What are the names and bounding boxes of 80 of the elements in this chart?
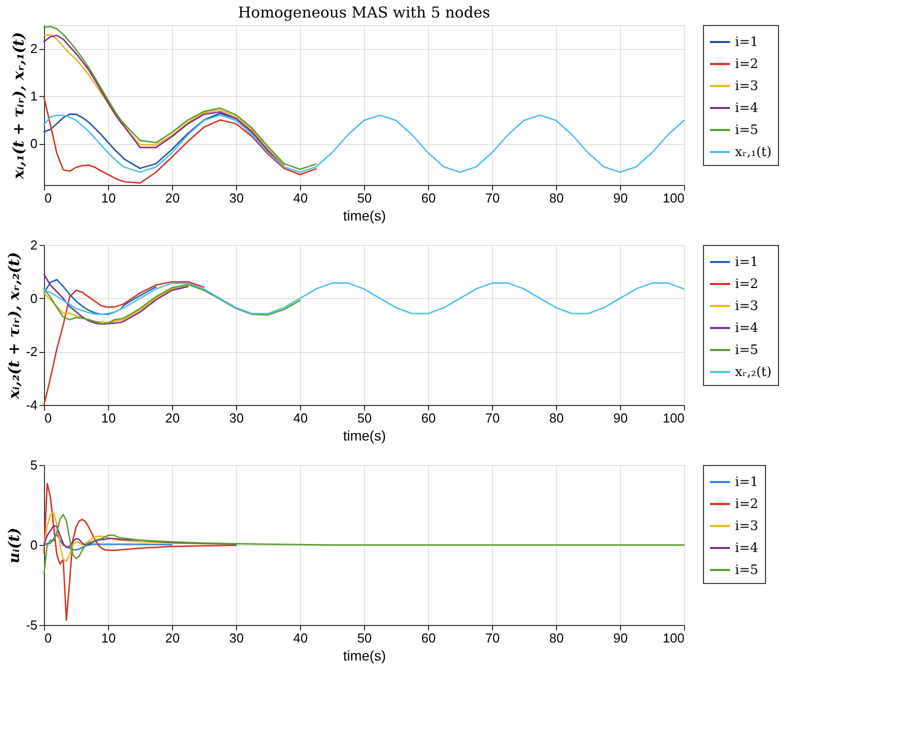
x-tick-label: 20 [165,410,180,426]
x-tick-label: 50 [357,630,372,646]
x-tick-label: 80 [549,630,564,646]
y-tick-label: -5 [26,618,38,632]
y-tick-label: 0 [30,290,38,306]
x-tick-label: 40 [293,410,308,426]
x-tick-label: 0 [44,410,52,426]
y-tick-label: 0 [30,136,38,152]
y-axis-title: xᵢ,₁(t + τᵢᵣ), xᵣ,₁(t) [9,32,28,180]
x-tick-label: 70 [485,630,500,646]
x-tick-label: 60 [421,410,436,426]
y-tick-label: 2 [30,41,38,56]
legend-label: i=5 [735,563,758,578]
legend-label: i=1 [735,475,758,490]
x-tick-label: 80 [549,410,564,426]
y-axis-title: xᵢ,₂(t + τᵢᵣ), xᵣ,₂(t) [4,252,23,400]
x-axis-title: time(s) [343,648,386,664]
legend-label: i=4 [735,321,758,336]
y-tick-label: 1 [30,88,38,104]
x-tick-label: 90 [613,630,628,646]
y-tick-label: 2 [30,238,38,252]
line-series [43,514,685,574]
x-tick-label: 80 [549,190,564,206]
x-tick-label: 0 [44,630,52,646]
legend-label: i=1 [735,255,758,270]
x-tick-label: 50 [357,410,372,426]
legend-label: i=4 [735,541,758,556]
line-series [43,278,157,316]
x-tick-label: 30 [229,190,244,206]
legend-label: xᵣ,₂(t) [735,365,772,380]
line-series [43,281,205,406]
x-tick-label: 10 [101,190,116,206]
x-tick-label: 70 [485,410,500,426]
legend-label: i=1 [735,35,758,50]
chart-title: Homogeneous MAS with 5 nodes [238,4,490,22]
legend-label: i=3 [735,519,758,534]
x-tick-label: 0 [44,190,52,206]
legend-label: i=3 [735,79,758,94]
y-tick-label: 5 [30,458,38,472]
legend-label: i=2 [735,277,758,292]
x-tick-label: 20 [165,630,180,646]
legend-label: i=5 [735,343,758,358]
legend-label: i=2 [735,57,758,72]
x-tick-label: 100 [662,190,684,206]
x-tick-label: 40 [293,190,308,206]
line-series [43,525,237,548]
x-tick-label: 60 [421,630,436,646]
x-tick-label: 90 [613,410,628,426]
line-series [43,274,189,325]
line-series [43,482,237,621]
y-tick-label: -2 [26,344,38,360]
x-tick-label: 90 [613,190,628,206]
x-tick-label: 30 [229,410,244,426]
line-series [43,26,317,170]
x-tick-label: 10 [101,410,116,426]
x-tick-label: 20 [165,190,180,206]
line-series [43,534,173,550]
line-series [43,114,685,173]
x-tick-label: 10 [101,630,116,646]
x-tick-label: 70 [485,190,500,206]
line-series [43,96,317,184]
line-series [43,284,301,324]
x-tick-label: 100 [662,630,684,646]
line-series [43,282,685,316]
y-axis-title: uᵢ(t) [4,528,23,564]
x-tick-label: 60 [421,190,436,206]
x-tick-label: 30 [229,630,244,646]
y-tick-label: -4 [26,398,38,412]
x-tick-label: 40 [293,630,308,646]
line-series [43,284,189,324]
y-tick-label: 0 [30,538,38,552]
x-axis-title: time(s) [343,428,386,444]
x-axis-title: time(s) [343,208,386,224]
x-tick-label: 100 [662,410,684,426]
legend-label: i=5 [735,123,758,138]
legend-label: i=4 [735,101,758,116]
legend-label: xᵣ,₁(t) [735,145,772,160]
legend-label: i=3 [735,299,758,314]
legend-label: i=2 [735,497,758,512]
x-tick-label: 50 [357,190,372,206]
